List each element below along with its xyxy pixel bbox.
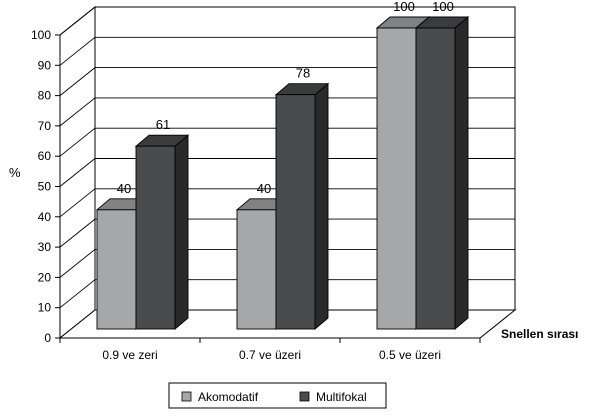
y-tick-label: 40 — [38, 210, 52, 224]
y-tick-label: 0 — [44, 331, 51, 345]
y-tick-label: 30 — [38, 240, 52, 254]
x-axis-label: Snellen sırası — [501, 327, 578, 341]
gridline — [59, 188, 515, 218]
y-tick-label: 60 — [38, 149, 52, 163]
data-label: 61 — [156, 117, 170, 132]
legend: Akomodatif Multifokal — [168, 382, 387, 409]
x-tick-label: 0.7 ve üzeri — [239, 348, 301, 362]
bar-side — [454, 16, 469, 330]
bar-front — [236, 209, 277, 330]
bar-multifokal-0 — [134, 134, 190, 330]
y-tick-label: 100 — [31, 28, 51, 42]
gridline — [59, 127, 515, 157]
legend-label-multifokal: Multifokal — [316, 390, 367, 404]
gridline — [59, 248, 515, 278]
legend-swatch-akomodatif — [181, 391, 192, 402]
bar-side — [314, 82, 329, 330]
x-tick-label: 0.5 ve üzeri — [379, 348, 441, 362]
data-label: 78 — [296, 66, 310, 81]
y-tick-label: 80 — [38, 89, 52, 103]
data-label: 40 — [257, 181, 271, 196]
bar-front — [96, 209, 137, 330]
gridline — [59, 6, 515, 36]
y-tick-label: 70 — [38, 119, 52, 133]
data-label: 100 — [432, 0, 454, 14]
y-axis-label: % — [9, 165, 21, 180]
data-label: 40 — [117, 181, 131, 196]
bar-front — [135, 145, 176, 330]
gridline — [59, 218, 515, 248]
bar-front — [376, 27, 417, 330]
y-tick-label: 20 — [38, 270, 52, 284]
bar-side — [174, 134, 189, 330]
y-tick-label: 90 — [38, 58, 52, 72]
legend-swatch-multifokal — [299, 391, 310, 402]
gridline — [59, 279, 515, 309]
data-label: 100 — [393, 0, 415, 14]
x-tick-label: 0.9 ve zeri — [102, 348, 157, 362]
gridline — [59, 158, 515, 187]
bar-front — [275, 94, 316, 330]
y-tick-label: 50 — [38, 180, 52, 194]
bar-front — [415, 27, 456, 330]
y-tick-label: 10 — [38, 301, 52, 315]
bar-multifokal-1 — [274, 82, 330, 330]
gridline — [59, 36, 515, 66]
legend-label-akomodatif: Akomodatif — [198, 390, 259, 404]
bar-multifokal-2 — [414, 16, 470, 330]
legend-box — [168, 382, 387, 409]
gridline — [59, 67, 515, 96]
gridline — [59, 97, 515, 127]
